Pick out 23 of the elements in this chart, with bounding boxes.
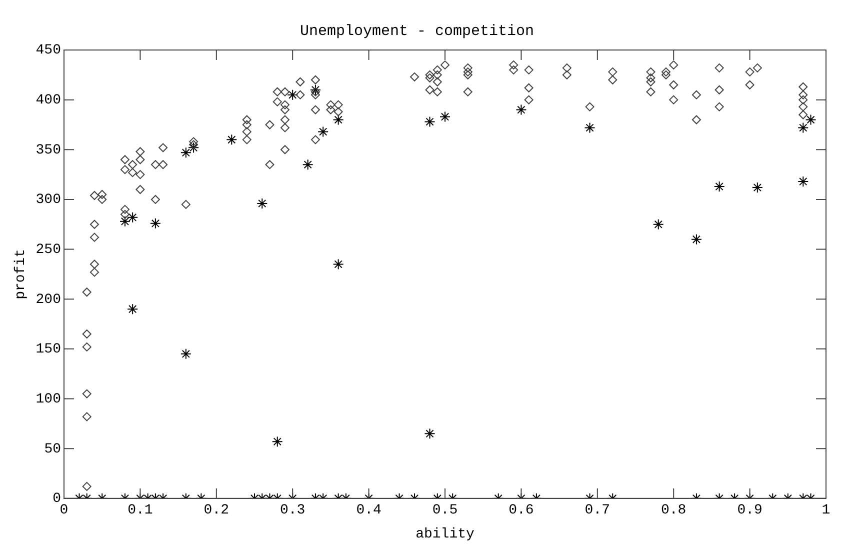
x-tick-label: 0.7: [584, 502, 610, 519]
y-tick-label: 0: [52, 491, 62, 508]
y-tick-label: 200: [36, 292, 62, 308]
y-tick-label: 50: [44, 441, 62, 458]
chart-title: Unemployment - competition: [300, 22, 534, 40]
y-tick-label: 100: [36, 391, 62, 408]
y-tick-label: 300: [36, 192, 62, 208]
x-axis-title: ability: [416, 526, 474, 542]
x-tick-label: 0.9: [737, 502, 762, 519]
x-tick-label: 0.8: [660, 502, 686, 519]
x-tick-label: 0.3: [280, 502, 306, 519]
y-tick-label: 250: [36, 242, 62, 258]
y-tick-label: 400: [36, 92, 62, 109]
y-axis-title: profit: [13, 248, 30, 300]
y-tick-label: 450: [36, 42, 62, 59]
x-tick-label: 1: [822, 502, 830, 519]
x-tick-label: 0.1: [128, 502, 153, 519]
y-tick-label: 350: [36, 142, 62, 158]
x-tick-label: 0.5: [432, 502, 458, 519]
y-tick-label: 150: [36, 342, 62, 358]
x-tick-label: 0.6: [508, 502, 534, 519]
x-tick-label: 0.2: [204, 502, 230, 519]
x-tick-label: 0.4: [356, 502, 382, 519]
